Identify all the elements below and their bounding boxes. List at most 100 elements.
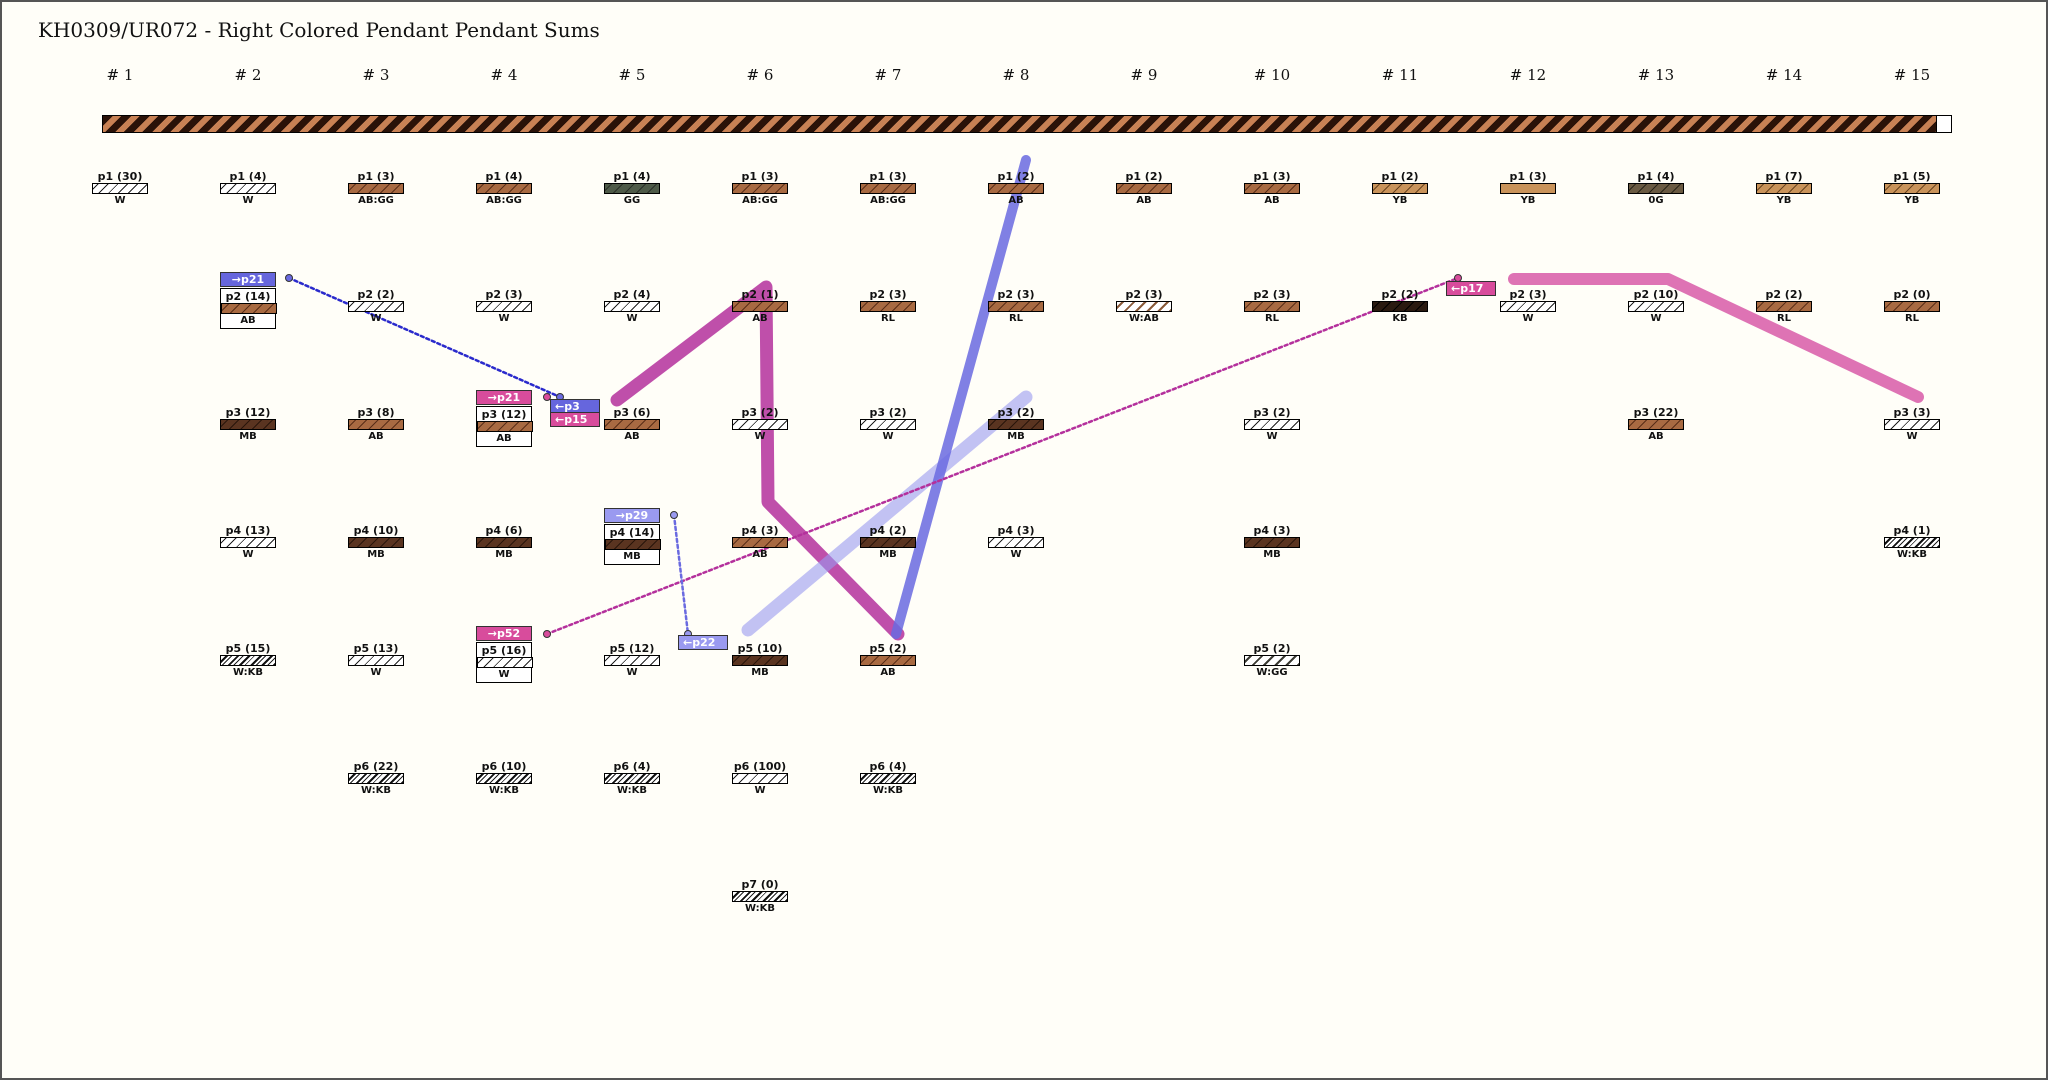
pendant[interactable]: p4 (3) W — [984, 524, 1048, 562]
pendant[interactable]: p5 (10) MB — [728, 642, 792, 680]
pendant[interactable]: p5 (12) W — [600, 642, 664, 680]
pendant-color-code: W:KB — [232, 667, 264, 678]
sum-link-tag[interactable]: ←p15 — [550, 412, 600, 427]
sum-path-blue — [891, 155, 1031, 639]
pendant[interactable]: p6 (4) W:KB — [856, 760, 920, 798]
pendant[interactable]: p2 (14) AB — [220, 288, 277, 329]
pendant[interactable]: p2 (1) AB — [728, 288, 792, 326]
pendant[interactable]: p2 (2) W — [344, 288, 408, 326]
pendant[interactable]: p1 (5) YB — [1880, 170, 1944, 208]
pendant[interactable]: p1 (2) YB — [1368, 170, 1432, 208]
pendant[interactable]: p1 (2) AB — [1112, 170, 1176, 208]
pendant-color-code: W — [498, 313, 510, 324]
column-header: # 14 — [1765, 66, 1803, 84]
pendant-label: p4 (13) — [225, 524, 271, 537]
pendant-label: p1 (4) — [485, 170, 523, 183]
pendant[interactable]: p2 (3) RL — [984, 288, 1048, 326]
pendant-color-code: W — [626, 667, 638, 678]
pendant[interactable]: p1 (2) AB — [984, 170, 1048, 208]
sum-link-tag[interactable]: ←p17 — [1446, 281, 1496, 296]
pendant[interactable]: p4 (1) W:KB — [1880, 524, 1944, 562]
pendant[interactable]: p2 (2) RL — [1752, 288, 1816, 326]
pendant[interactable]: p6 (4) W:KB — [600, 760, 664, 798]
column-header: # 2 — [234, 66, 262, 84]
pendant-label: p2 (2) — [357, 288, 395, 301]
pendant[interactable]: p3 (6) AB — [600, 406, 664, 444]
pendant[interactable]: p1 (7) YB — [1752, 170, 1816, 208]
pendant[interactable]: p1 (4) AB:GG — [472, 170, 536, 208]
pendant[interactable]: p1 (3) AB — [1240, 170, 1304, 208]
column-header: # 7 — [874, 66, 902, 84]
sum-link-tag[interactable]: ←p22 — [678, 635, 728, 650]
pendant[interactable]: p2 (4) W — [600, 288, 664, 326]
pendant-color-code: W — [370, 667, 382, 678]
pendant[interactable]: p3 (22) AB — [1624, 406, 1688, 444]
pendant[interactable]: p4 (6) MB — [472, 524, 536, 562]
pendant[interactable]: p3 (12) MB — [216, 406, 280, 444]
pendant[interactable]: p3 (2) MB — [984, 406, 1048, 444]
pendant[interactable]: p5 (13) W — [344, 642, 408, 680]
pendant-color-code: AB — [496, 433, 512, 444]
pendant[interactable]: p2 (0) RL — [1880, 288, 1944, 326]
pendant[interactable]: p2 (3) W:AB — [1112, 288, 1176, 326]
pendant-label: p1 (2) — [1125, 170, 1163, 183]
pendant[interactable]: p3 (2) W — [856, 406, 920, 444]
pendant[interactable]: p2 (3) RL — [1240, 288, 1304, 326]
pendant[interactable]: p6 (22) W:KB — [344, 760, 408, 798]
pendant-label: p3 (2) — [997, 406, 1035, 419]
sum-link-tag[interactable]: →p29 — [604, 508, 660, 523]
sum-link-tag[interactable]: →p21 — [220, 272, 276, 287]
pendant[interactable]: p5 (2) AB — [856, 642, 920, 680]
pendant[interactable]: p1 (30) W — [88, 170, 152, 208]
pendant[interactable]: p3 (2) W — [728, 406, 792, 444]
pendant[interactable]: p1 (3) AB:GG — [344, 170, 408, 208]
pendant[interactable]: p4 (3) AB — [728, 524, 792, 562]
pendant[interactable]: p1 (3) AB:GG — [856, 170, 920, 208]
pendant[interactable]: p1 (3) YB — [1496, 170, 1560, 208]
pendant[interactable]: p3 (2) W — [1240, 406, 1304, 444]
pendant[interactable]: p4 (10) MB — [344, 524, 408, 562]
pendant-color-code: W — [498, 669, 510, 680]
sum-link-tag[interactable]: →p52 — [476, 626, 532, 641]
pendant[interactable]: p6 (100) W — [728, 760, 792, 798]
pendant[interactable]: p5 (16) W — [476, 642, 533, 683]
pendant[interactable]: p3 (12) AB — [476, 406, 533, 447]
pendant-label: p4 (2) — [869, 524, 907, 537]
pendant-label: p1 (3) — [1253, 170, 1291, 183]
pendant[interactable]: p1 (3) AB:GG — [728, 170, 792, 208]
pendant[interactable]: p5 (2) W:GG — [1240, 642, 1304, 680]
column-header: # 12 — [1509, 66, 1547, 84]
pendant-color-code: YB — [1392, 195, 1408, 206]
pendant-cord-swatch — [732, 301, 788, 312]
dotted-link-blue — [287, 276, 562, 399]
pendant[interactable]: p4 (14) MB — [604, 524, 661, 565]
pendant[interactable]: p2 (10) W — [1624, 288, 1688, 326]
pendant[interactable]: p2 (3) W — [1496, 288, 1560, 326]
pendant[interactable]: p1 (4) 0G — [1624, 170, 1688, 208]
pendant[interactable]: p4 (3) MB — [1240, 524, 1304, 562]
pendant[interactable]: p6 (10) W:KB — [472, 760, 536, 798]
pendant-cord-swatch — [476, 183, 532, 194]
pendant[interactable]: p4 (2) MB — [856, 524, 920, 562]
pendant-color-code: W — [754, 785, 766, 796]
pendant-cord-swatch — [1372, 301, 1428, 312]
pendant-color-code: W — [370, 313, 382, 324]
pendant-label: p1 (2) — [997, 170, 1035, 183]
pendant-color-code: W — [882, 431, 894, 442]
pendant-cord-swatch — [604, 419, 660, 430]
sum-link-tag[interactable]: →p21 — [476, 390, 532, 405]
pendant[interactable]: p2 (3) W — [472, 288, 536, 326]
pendant[interactable]: p3 (8) AB — [344, 406, 408, 444]
pendant-cord-swatch — [860, 537, 916, 548]
pendant[interactable]: p4 (13) W — [216, 524, 280, 562]
column-header: # 8 — [1002, 66, 1030, 84]
pendant[interactable]: p7 (0) W:KB — [728, 878, 792, 916]
pendant[interactable]: p2 (3) RL — [856, 288, 920, 326]
pendant-cord-swatch — [860, 419, 916, 430]
pendant[interactable]: p1 (4) GG — [600, 170, 664, 208]
pendant[interactable]: p2 (2) KB — [1368, 288, 1432, 326]
pendant-label: p2 (3) — [1253, 288, 1291, 301]
pendant[interactable]: p5 (15) W:KB — [216, 642, 280, 680]
pendant[interactable]: p3 (3) W — [1880, 406, 1944, 444]
pendant[interactable]: p1 (4) W — [216, 170, 280, 208]
